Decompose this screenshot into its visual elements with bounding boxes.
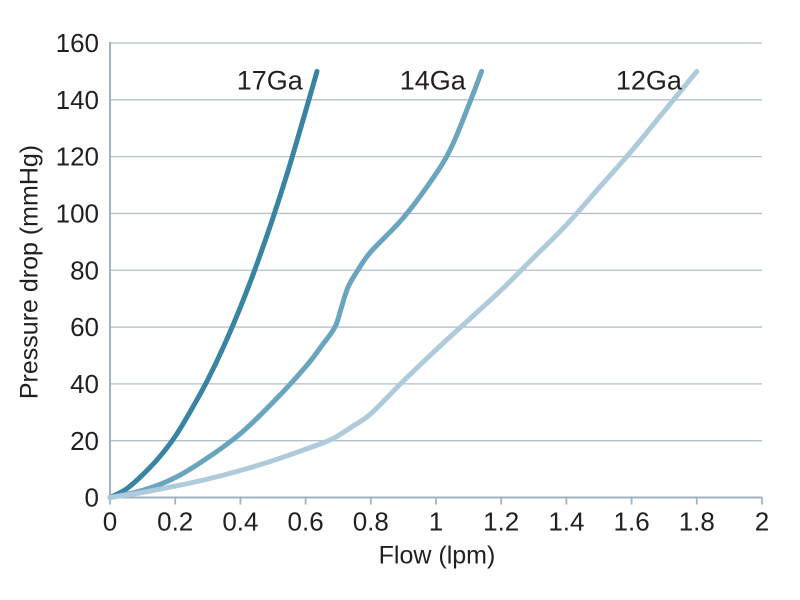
- x-tick-labels: 0 0.2 0.4 0.6 0.8 1 1.2 1.4 1.6 1.8 2: [103, 507, 769, 537]
- x-tick-label-1.2: 1.2: [483, 507, 519, 537]
- y-tick-label-80: 80: [70, 255, 99, 285]
- x-tick-label-1.8: 1.8: [679, 507, 715, 537]
- y-tick-label-140: 140: [56, 85, 99, 115]
- x-tick-label-0: 0: [103, 507, 117, 537]
- x-tick-label-1.4: 1.4: [548, 507, 584, 537]
- y-tick-label-60: 60: [70, 312, 99, 342]
- series-labels: 17Ga 14Ga 12Ga: [237, 65, 683, 95]
- y-tick-label-40: 40: [70, 369, 99, 399]
- y-tick-label-0: 0: [85, 483, 99, 513]
- y-tick-label-100: 100: [56, 199, 99, 229]
- series-label-12Ga: 12Ga: [616, 65, 683, 95]
- curve-12Ga: [107, 68, 700, 500]
- gridlines: [111, 42, 762, 442]
- curve-17Ga: [107, 68, 320, 500]
- y-tick-label-120: 120: [56, 142, 99, 172]
- series-label-14Ga: 14Ga: [400, 65, 467, 95]
- x-tick-label-0.8: 0.8: [353, 507, 389, 537]
- y-tick-label-20: 20: [70, 426, 99, 456]
- series-label-17Ga: 17Ga: [237, 65, 304, 95]
- x-tick-label-0.6: 0.6: [288, 507, 324, 537]
- curves: [107, 68, 700, 500]
- x-tick-marks: [109, 497, 763, 505]
- y-tick-label-160: 160: [56, 28, 99, 58]
- x-tick-label-1: 1: [429, 507, 443, 537]
- x-tick-label-2: 2: [755, 507, 769, 537]
- x-tick-label-0.2: 0.2: [157, 507, 193, 537]
- x-tick-label-0.4: 0.4: [222, 507, 258, 537]
- curve-14Ga: [107, 68, 485, 500]
- y-tick-labels: 0 20 40 60 80 100 120 140 160: [56, 28, 99, 512]
- x-tick-label-1.6: 1.6: [614, 507, 650, 537]
